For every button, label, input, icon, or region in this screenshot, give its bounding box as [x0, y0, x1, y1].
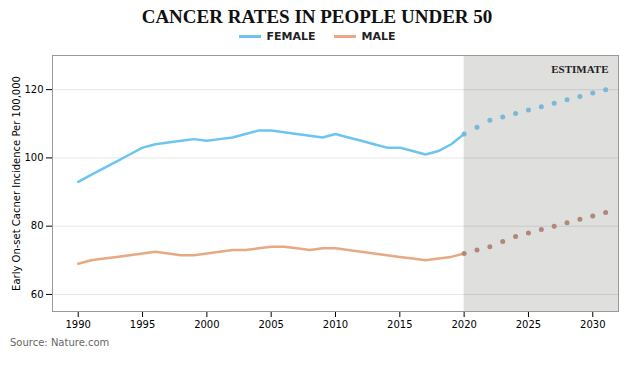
svg-text:80: 80 [31, 220, 44, 231]
svg-text:2000: 2000 [194, 319, 219, 330]
svg-text:2005: 2005 [258, 319, 283, 330]
svg-text:Early On-set Cacner Incidence: Early On-set Cacner Incidence Per 100,00… [11, 76, 22, 291]
html-text:FEMALE: FEMALE [266, 30, 316, 43]
html-text:CANCER RATES IN PEOPLE UNDER 5: CANCER RATES IN PEOPLE UNDER 50 [141, 6, 493, 27]
svg-text:2025: 2025 [516, 319, 541, 330]
svg-text:60: 60 [31, 289, 44, 300]
svg-text:2020: 2020 [451, 319, 476, 330]
svg-text:1990: 1990 [66, 319, 91, 330]
svg-text:2030: 2030 [580, 319, 605, 330]
svg-text:2015: 2015 [387, 319, 412, 330]
svg-text:1995: 1995 [130, 319, 155, 330]
html-text:Source: Nature.com: Source: Nature.com [10, 337, 110, 348]
svg-text:ESTIMATE: ESTIMATE [551, 63, 608, 75]
svg-text:2010: 2010 [323, 319, 348, 330]
svg-text:120: 120 [24, 84, 43, 95]
html-text:MALE: MALE [361, 30, 396, 43]
svg-text:100: 100 [24, 152, 43, 163]
